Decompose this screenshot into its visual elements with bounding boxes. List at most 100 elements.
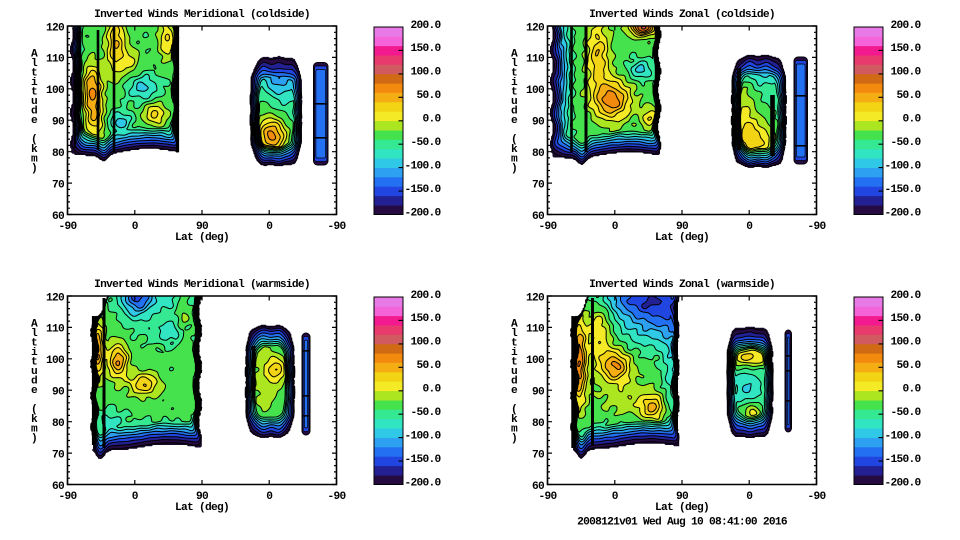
svg-text:d: d <box>31 106 37 118</box>
svg-text:Inverted Winds Meridional (war: Inverted Winds Meridional (warmside) <box>94 279 310 291</box>
svg-text:80: 80 <box>532 418 545 430</box>
svg-text:150.0: 150.0 <box>411 313 442 325</box>
svg-text:-200.0: -200.0 <box>885 207 922 219</box>
svg-text:-90: -90 <box>328 491 347 503</box>
svg-text:Inverted Winds Zonal (coldside: Inverted Winds Zonal (coldside) <box>589 9 775 21</box>
svg-text:u: u <box>31 366 37 378</box>
svg-text:A: A <box>31 318 38 330</box>
svg-text:): ) <box>511 433 517 445</box>
svg-text:m: m <box>511 423 518 435</box>
svg-text:90: 90 <box>676 221 689 233</box>
svg-text:90: 90 <box>532 387 545 399</box>
svg-text:-100.0: -100.0 <box>885 430 922 442</box>
svg-text:0: 0 <box>612 221 619 233</box>
svg-text:e: e <box>31 385 38 397</box>
svg-text:200.0: 200.0 <box>411 20 442 32</box>
svg-text:0.0: 0.0 <box>423 114 442 126</box>
svg-text:i: i <box>511 347 518 359</box>
svg-text:l: l <box>511 328 518 340</box>
svg-text:100: 100 <box>46 85 65 97</box>
svg-text:i: i <box>31 77 38 89</box>
svg-text:): ) <box>31 163 37 175</box>
svg-text:0: 0 <box>266 491 273 503</box>
svg-text:100.0: 100.0 <box>411 337 442 349</box>
svg-text:0: 0 <box>132 221 139 233</box>
svg-text:): ) <box>31 433 37 445</box>
svg-text:(: ( <box>511 134 517 146</box>
svg-text:m: m <box>31 423 38 435</box>
svg-text:t: t <box>31 67 37 79</box>
svg-text:Inverted Winds Meridional (col: Inverted Winds Meridional (coldside) <box>94 9 310 21</box>
svg-text:-100.0: -100.0 <box>405 430 442 442</box>
svg-text:i: i <box>511 77 518 89</box>
svg-text:110: 110 <box>526 324 545 336</box>
svg-text:t: t <box>31 337 37 349</box>
svg-text:e: e <box>31 115 38 127</box>
svg-text:-50.0: -50.0 <box>411 407 442 419</box>
svg-text:0: 0 <box>266 221 273 233</box>
svg-text:200.0: 200.0 <box>411 290 442 302</box>
svg-text:80: 80 <box>52 418 65 430</box>
svg-text:120: 120 <box>46 22 65 34</box>
svg-text:-90: -90 <box>808 221 827 233</box>
svg-text:-150.0: -150.0 <box>405 454 442 466</box>
svg-text:0.0: 0.0 <box>903 384 922 396</box>
svg-text:100.0: 100.0 <box>891 67 922 79</box>
svg-text:-150.0: -150.0 <box>885 184 922 196</box>
svg-text:(: ( <box>31 404 37 416</box>
svg-text:d: d <box>511 376 517 388</box>
svg-text:80: 80 <box>52 148 65 160</box>
svg-text:l: l <box>511 58 518 70</box>
svg-text:70: 70 <box>52 179 65 191</box>
svg-text:50.0: 50.0 <box>897 90 922 102</box>
svg-text:u: u <box>31 96 37 108</box>
svg-text:0: 0 <box>746 221 753 233</box>
svg-text:60: 60 <box>532 211 545 223</box>
svg-text:-200.0: -200.0 <box>405 207 442 219</box>
svg-text:-90: -90 <box>328 221 347 233</box>
svg-text:t: t <box>511 87 517 99</box>
svg-text:60: 60 <box>52 211 65 223</box>
svg-text:t: t <box>511 67 517 79</box>
svg-text:60: 60 <box>532 481 545 493</box>
svg-text:-100.0: -100.0 <box>885 160 922 172</box>
svg-text:200.0: 200.0 <box>891 20 922 32</box>
svg-text:A: A <box>31 48 38 60</box>
svg-text:0.0: 0.0 <box>903 114 922 126</box>
svg-text:-50.0: -50.0 <box>411 137 442 149</box>
svg-text:110: 110 <box>46 54 65 66</box>
svg-text:u: u <box>511 96 517 108</box>
svg-text:k: k <box>31 414 38 426</box>
svg-text:d: d <box>511 106 517 118</box>
svg-text:k: k <box>511 144 518 156</box>
svg-text:e: e <box>511 115 518 127</box>
svg-text:90: 90 <box>196 221 209 233</box>
svg-text:-100.0: -100.0 <box>405 160 442 172</box>
svg-text:100.0: 100.0 <box>891 337 922 349</box>
svg-text:A: A <box>511 48 518 60</box>
svg-text:70: 70 <box>532 449 545 461</box>
svg-text:150.0: 150.0 <box>891 313 922 325</box>
svg-text:t: t <box>31 87 37 99</box>
svg-text:90: 90 <box>52 117 65 129</box>
svg-text:50.0: 50.0 <box>897 360 922 372</box>
svg-text:A: A <box>511 318 518 330</box>
svg-text:120: 120 <box>46 292 65 304</box>
svg-text:100.0: 100.0 <box>411 67 442 79</box>
svg-text:Lat (deg): Lat (deg) <box>655 502 709 514</box>
svg-text:-90: -90 <box>808 491 827 503</box>
svg-text:50.0: 50.0 <box>417 360 442 372</box>
svg-text:l: l <box>31 58 38 70</box>
svg-text:-50.0: -50.0 <box>891 137 922 149</box>
svg-text:150.0: 150.0 <box>891 43 922 55</box>
svg-text:0.0: 0.0 <box>423 384 442 396</box>
svg-text:100: 100 <box>46 355 65 367</box>
svg-text:Inverted Winds Zonal (warmside: Inverted Winds Zonal (warmside) <box>589 279 775 291</box>
svg-text:t: t <box>511 357 517 369</box>
svg-text:Lat (deg): Lat (deg) <box>175 502 229 514</box>
svg-text:90: 90 <box>52 387 65 399</box>
svg-text:120: 120 <box>526 292 545 304</box>
svg-text:-90: -90 <box>59 221 78 233</box>
svg-text:50.0: 50.0 <box>417 90 442 102</box>
svg-text:-200.0: -200.0 <box>885 477 922 489</box>
